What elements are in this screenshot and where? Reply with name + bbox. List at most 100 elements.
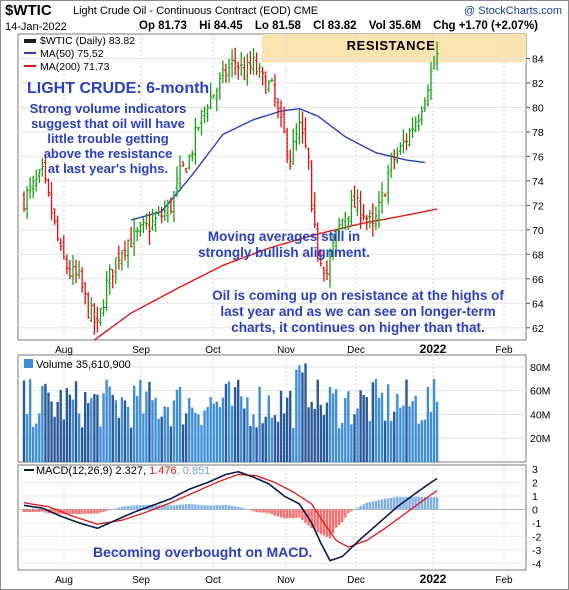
macd-tick-label: 0 — [532, 504, 538, 516]
resistance-label: RESISTANCE — [347, 38, 436, 53]
macd-histogram-bar — [282, 509, 286, 519]
macd-histogram-bar — [243, 508, 246, 510]
macd-histogram-bar — [200, 504, 203, 510]
macd-histogram-bar — [93, 509, 96, 514]
annotation-resistance-note: Oil is coming up on resistance at the hi… — [212, 288, 504, 303]
price-tick-label: 66 — [532, 274, 544, 286]
macd-histogram-bar — [237, 506, 240, 510]
macd-histogram-bar — [87, 509, 90, 514]
macd-histogram-bar — [53, 509, 56, 514]
month-label: Oct — [205, 345, 221, 356]
volume-bar — [261, 423, 264, 462]
macd-histogram-bar — [341, 509, 344, 523]
macd-histogram-bar — [393, 497, 396, 510]
macd-histogram-bar — [224, 504, 228, 510]
volume-bar — [264, 416, 267, 462]
macd-histogram-bar — [169, 505, 173, 510]
macd-histogram-bar — [429, 497, 433, 510]
macd-histogram-bar — [28, 509, 32, 513]
volume-bar — [44, 383, 47, 462]
macd-histogram-bar — [316, 509, 319, 533]
price-tick-label: 72 — [532, 200, 544, 212]
macd-histogram-bar — [408, 496, 411, 510]
month-label: Feb — [495, 345, 513, 356]
volume-bar — [304, 363, 307, 462]
volume-bar — [377, 397, 381, 462]
volume-bar — [129, 427, 133, 462]
volume-bar — [157, 418, 160, 462]
macd-histogram-bar — [313, 509, 316, 531]
volume-bar — [227, 381, 231, 462]
volume-bar — [289, 390, 292, 462]
volume-bar — [301, 372, 304, 462]
macd-histogram-bar — [151, 505, 154, 510]
volume-bar — [108, 386, 111, 462]
macd-histogram-bar — [325, 509, 329, 537]
macd-histogram-bar — [102, 509, 105, 512]
quote-close: Cl 83.82 — [313, 20, 357, 32]
macd-histogram-bar — [267, 509, 270, 514]
volume-bar — [420, 420, 423, 462]
volume-bar — [408, 406, 411, 462]
volume-bar — [71, 399, 75, 462]
macd-histogram-bar — [44, 509, 47, 513]
macd-histogram-bar — [298, 509, 301, 518]
macd-histogram-bar — [197, 504, 200, 510]
volume-bar — [362, 394, 365, 462]
volume-bar — [56, 402, 59, 462]
volume-bar — [84, 392, 87, 462]
macd-histogram-bar — [383, 498, 387, 510]
macd-histogram-bar — [65, 509, 69, 515]
macd-histogram-bar — [184, 504, 188, 510]
chart-subtitle: Light Crude Oil - Continuous Contract (E… — [73, 5, 319, 17]
volume-bar — [132, 385, 136, 462]
ma200-line — [93, 208, 438, 341]
volume-bar — [200, 425, 203, 462]
quote-summary: Op 81.73 Hi 84.45 Lo 81.58 Cl 83.82 Vol … — [139, 20, 547, 32]
macd-legend-label: MACD(12,26,9) — [36, 465, 112, 477]
price-tick-label: 80 — [532, 102, 544, 114]
macd-histogram-bar — [209, 505, 212, 510]
volume-bar — [344, 397, 347, 462]
volume-bar — [313, 408, 316, 462]
macd-line — [23, 470, 438, 562]
macd-histogram-bar — [350, 509, 353, 512]
ma200-legend: MA(200) 71.73 — [40, 61, 110, 73]
macd-histogram-bar — [71, 509, 75, 514]
macd-histogram-bar — [194, 504, 197, 510]
macd-histogram-bar — [139, 505, 142, 510]
macd-histogram-bar — [362, 504, 365, 510]
volume-bar — [90, 398, 93, 462]
volume-bar — [142, 413, 145, 462]
macd-legend: MACD(12,26,9) 2.327, 1.476, 0.851 — [36, 465, 210, 477]
macd-tick-label: -4 — [532, 558, 541, 570]
volume-bar — [243, 408, 246, 462]
macd-histogram-bar — [80, 509, 84, 515]
stockcharts-credit[interactable]: @ StockCharts.com — [464, 5, 562, 17]
macd-histogram-bar — [240, 507, 243, 510]
volume-bar — [169, 426, 173, 462]
month-label: Aug — [55, 575, 73, 586]
volume-bar — [77, 413, 81, 462]
price-legend-swatch — [24, 39, 36, 43]
macd-histogram-bar — [374, 500, 378, 510]
price-tick-label: 82 — [532, 78, 544, 90]
price-tick-label: 84 — [532, 53, 544, 65]
macd-histogram-bar — [56, 509, 59, 514]
month-label: Feb — [495, 575, 513, 586]
volume-bar — [139, 379, 142, 462]
volume-bar — [356, 408, 359, 462]
volume-bar — [123, 400, 127, 462]
macd-histogram-bar — [90, 509, 93, 514]
volume-bar — [383, 420, 387, 462]
price-tick-label: 68 — [532, 249, 544, 261]
macd-histogram-bar — [377, 500, 381, 510]
macd-histogram-bar — [411, 496, 414, 510]
volume-bar — [386, 384, 390, 462]
macd-histogram-bar — [230, 505, 234, 510]
macd-legend-signal: 1.476 — [149, 465, 177, 477]
macd-histogram-bar — [356, 507, 359, 510]
macd-histogram-bar — [249, 509, 252, 511]
macd-histogram-bar — [334, 509, 338, 528]
macd-histogram-bar — [264, 509, 267, 513]
